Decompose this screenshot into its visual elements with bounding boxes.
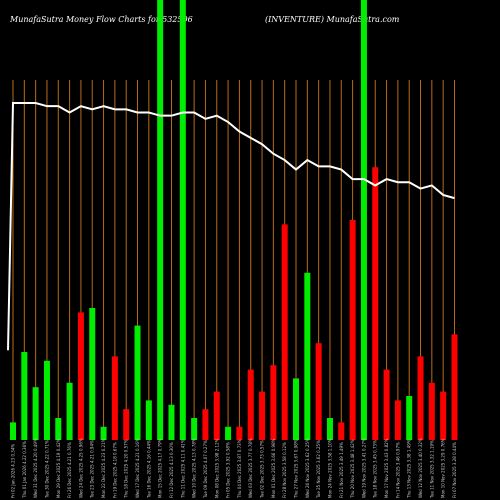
x-tick-label: Mon 08 Dec 2025 3.98 2.12% bbox=[214, 438, 219, 498]
x-tick-label: Tue 09 Dec 2025 4.07 0.27% bbox=[203, 440, 208, 499]
x-tick-label: Wed 24 Dec 2025 4.25 0.96% bbox=[78, 438, 83, 498]
x-tick-label: Tue 23 Dec 2025 4.21 0.94% bbox=[90, 440, 95, 499]
money-flow-bar bbox=[157, 0, 164, 440]
x-tick-label: Wed 03 Dec 2025 3.77 0.78% bbox=[248, 438, 253, 498]
money-flow-bar bbox=[213, 391, 220, 440]
x-tick-label: Wed 19 Nov 2025 3.41 0.27% bbox=[361, 438, 366, 498]
x-tick-label: Mon 01 Dec 2025 3.66 0.98% bbox=[271, 438, 276, 498]
money-flow-bar bbox=[383, 369, 390, 440]
x-tick-label: Tue 18 Nov 2025 3.45 0.73% bbox=[373, 440, 378, 499]
money-flow-bar bbox=[43, 360, 50, 440]
money-flow-bar bbox=[428, 382, 435, 440]
money-flow-bar bbox=[225, 426, 232, 440]
x-tick-label: Mon 17 Nov 2025 3.43 0.82% bbox=[384, 438, 389, 498]
price-line bbox=[7, 102, 455, 351]
x-tick-label: Fri 19 Dec 2025 4.18 0.67% bbox=[112, 442, 117, 498]
money-flow-bar bbox=[338, 422, 345, 440]
money-flow-bar bbox=[100, 426, 107, 440]
money-flow-bar bbox=[304, 272, 311, 440]
money-flow-bar bbox=[440, 391, 447, 440]
money-flow-bar bbox=[10, 422, 16, 440]
x-tick-label: Fri 28 Nov 2025 3.58 0.12% bbox=[282, 442, 287, 498]
x-tick-label: Thu 18 Dec 2025 4.20 0.57% bbox=[124, 439, 129, 499]
money-flow-bar bbox=[179, 0, 186, 440]
x-tick-label: Tue 30 Dec 2025 4.22 0.71% bbox=[44, 440, 49, 499]
money-flow-bar bbox=[191, 418, 198, 440]
money-flow-bar bbox=[77, 312, 84, 440]
chart-subtitle: (INVENTURE) MunafaSutra.com bbox=[265, 15, 400, 24]
x-tick-label: Fri 07 Nov 2025 3.28 0.44% bbox=[452, 442, 457, 498]
x-tick-label: Thu 20 Nov 2025 3.48 1.42% bbox=[350, 439, 355, 499]
money-flow-bar bbox=[293, 378, 299, 440]
x-tick-label: Fri 26 Dec 2025 4.21 0.76% bbox=[67, 442, 72, 498]
money-flow-bar bbox=[315, 343, 322, 440]
x-tick-label: Fri 02 Jan 2026 4.23 0.34% bbox=[11, 444, 16, 498]
x-tick-label: Wed 31 Dec 2025 4.20 0.49% bbox=[33, 438, 38, 498]
money-flow-bar bbox=[349, 220, 356, 440]
money-flow-bar bbox=[259, 391, 266, 440]
x-tick-label: Fri 21 Nov 2025 3.49 1.49% bbox=[339, 442, 344, 498]
money-flow-bar bbox=[168, 404, 175, 440]
x-tick-label: Thu 13 Nov 2025 3.38 1.49% bbox=[407, 439, 412, 499]
x-tick-label: Fri 14 Nov 2025 3.46 0.97% bbox=[395, 442, 400, 498]
x-tick-label: Mon 29 Dec 2025 4.19 0.42% bbox=[56, 438, 61, 498]
x-tick-label: Tue 02 Dec 2025 3.73 0.57% bbox=[260, 440, 265, 499]
x-tick-label: Thu 04 Dec 2025 3.87 0.73% bbox=[237, 439, 242, 499]
x-tick-label: Wed 26 Nov 2025 3.62 0.25% bbox=[305, 438, 310, 498]
chart-title: MunafaSutra Money Flow Charts for 532506 bbox=[10, 15, 193, 24]
money-flow-bar bbox=[21, 352, 28, 440]
money-flow-bar bbox=[451, 334, 458, 440]
x-tick-label: Thu 01 Jan 2026 4.22 0.36% bbox=[22, 441, 27, 499]
x-tick-label: Wed 17 Dec 2025 4.21 0.16% bbox=[135, 438, 140, 498]
x-tick-label: Wed 10 Dec 2025 4.13 0.78% bbox=[192, 438, 197, 498]
x-tick-label: Fri 05 Dec 2025 3.92 0.58% bbox=[226, 442, 231, 498]
x-tick-label: Tue 11 Nov 2025 3.32 1.19% bbox=[429, 440, 434, 499]
money-flow-bar bbox=[360, 0, 367, 440]
x-tick-label: Mon 10 Nov 2025 3.29 0.76% bbox=[441, 438, 446, 498]
money-flow-bar bbox=[145, 400, 152, 440]
x-tick-label: Wed 12 Nov 2025 3.40 0.32% bbox=[418, 438, 423, 498]
x-tick-label: Thu 27 Nov 2025 3.67 0.98% bbox=[294, 439, 299, 499]
money-flow-bar bbox=[394, 400, 401, 440]
money-flow-bar bbox=[281, 224, 288, 440]
money-flow-bar bbox=[66, 382, 73, 440]
money-flow-bar bbox=[123, 409, 130, 440]
money-flow-bar bbox=[326, 418, 333, 440]
money-flow-bar bbox=[372, 167, 379, 440]
money-flow-bar bbox=[32, 387, 39, 440]
money-flow-bar bbox=[270, 365, 277, 440]
x-tick-label: Fri 12 Dec 2025 4.13 0.30% bbox=[169, 442, 174, 498]
x-tick-label: Tue 25 Nov 2025 3.62 0.25% bbox=[316, 440, 321, 499]
x-tick-label: Thu 11 Dec 2025 4.11 0.41% bbox=[180, 439, 185, 499]
money-flow-bar bbox=[406, 396, 413, 440]
x-tick-label: Tue 16 Dec 2025 4.16 0.44% bbox=[146, 440, 151, 499]
x-tick-label: Mon 22 Dec 2025 4.23 0.21% bbox=[101, 438, 106, 498]
money-flow-bar bbox=[111, 356, 118, 440]
money-flow-bar bbox=[417, 356, 424, 440]
x-tick-label: Mon 15 Dec 2025 4.17 0.79% bbox=[158, 438, 163, 498]
money-flow-bar bbox=[236, 426, 243, 440]
money-flow-bar bbox=[202, 409, 209, 440]
money-flow-bar bbox=[89, 308, 96, 440]
x-tick-label: Mon 24 Nov 2025 3.58 1.10% bbox=[327, 438, 332, 498]
money-flow-bar bbox=[247, 369, 254, 440]
money-flow-bar bbox=[55, 418, 62, 440]
money-flow-bar bbox=[134, 325, 141, 440]
